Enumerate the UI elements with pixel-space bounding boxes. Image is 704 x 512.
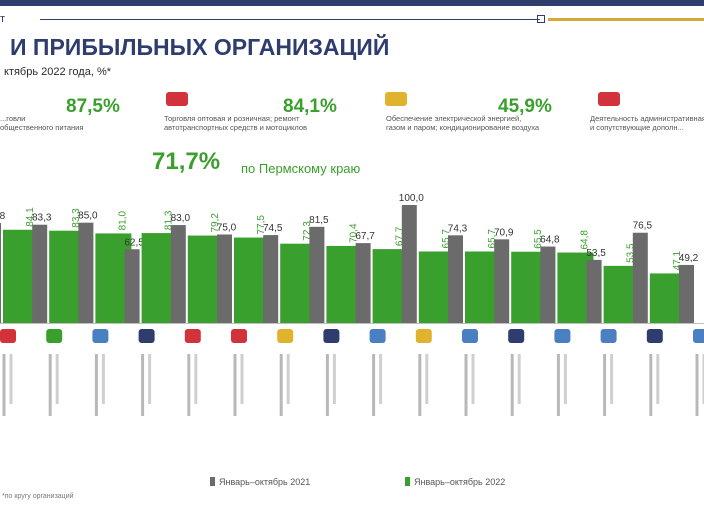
bar-2022-label: 64,8	[579, 230, 590, 250]
highlight-3-text: Обеспечение электрической энергией, газо…	[386, 114, 576, 132]
car-icon	[0, 329, 16, 343]
pickaxe-icon	[92, 329, 109, 343]
bar-2022-label: 47,1	[672, 251, 683, 271]
bar-2021	[632, 232, 648, 323]
bar-2021	[448, 235, 463, 323]
bar-2022-label: 65,5	[533, 229, 544, 249]
page-subtitle: ктябрь 2022 года, %*	[4, 66, 112, 78]
bar-2021-label: 85,0	[78, 211, 98, 222]
bulb-icon	[385, 92, 407, 106]
highlight-1-text-line2: общественного питания	[0, 123, 84, 132]
highlight-4-text: Деятельность административная и сопутств…	[590, 114, 704, 132]
bar-2021-label: 64,8	[540, 235, 560, 246]
legend-item-2022: Январь–октябрь 2022	[405, 477, 505, 487]
legend-label-2021: Январь–октябрь 2021	[219, 477, 311, 487]
legend-item-2021: Январь–октябрь 2021	[210, 477, 310, 487]
bar-2021	[0, 222, 1, 323]
bar-2022-label: 79,2	[210, 213, 221, 233]
bar-2021-label: 75,0	[217, 223, 237, 234]
bar-2021	[355, 243, 371, 323]
highlight-2-text: Торговля оптовая и розничная; ремонт авт…	[164, 114, 354, 132]
highlight-3-text-line2: газом и паром; кондиционирование воздуха	[386, 123, 540, 132]
bar-2021-label: 70,9	[494, 227, 514, 238]
bar-2021-label: 100,0	[399, 193, 424, 204]
top-bar	[0, 0, 704, 6]
bar-2021	[401, 205, 417, 323]
clock-icon	[323, 329, 340, 343]
header-rule-marker	[537, 15, 545, 23]
graduation-icon	[508, 329, 525, 343]
paint-icon	[369, 329, 386, 343]
factory-icon	[231, 329, 247, 343]
bar-2022-label: 72,3	[302, 221, 313, 241]
bar-2021	[309, 226, 325, 323]
water-tap-icon	[600, 329, 617, 343]
highlight-1-value: 87,5%	[66, 96, 120, 117]
misc-icon	[693, 329, 704, 343]
bar-2022-label: 67,7	[395, 226, 406, 246]
highlight-2-value: 84,1%	[283, 96, 337, 117]
highlight-1-text-line1: ...говли	[0, 114, 26, 123]
bar-2022-label: 65,7	[487, 229, 498, 249]
bar-2021-label: 84,8	[0, 211, 6, 222]
bar-2022-label: 81,3	[164, 210, 175, 230]
bar-2022-label: 70,4	[348, 223, 359, 243]
bar-2021-label: 74,3	[448, 223, 468, 234]
highlight-1-text: ...говли общественного питания	[0, 114, 150, 132]
footnote: *по кругу организаций	[2, 493, 74, 500]
truck-icon	[554, 329, 571, 343]
bar-2021	[32, 224, 48, 323]
money-icon	[46, 329, 63, 343]
bar-2021	[170, 225, 186, 323]
bar-2021-label: 49,2	[679, 253, 699, 264]
bar-2021	[540, 246, 556, 323]
microscope-icon	[462, 329, 478, 343]
average-label: по Пермскому краю	[241, 161, 361, 176]
section-label: т	[0, 13, 6, 25]
bar-2021-label: 83,0	[171, 213, 191, 224]
car-icon	[166, 92, 188, 106]
bar-2021-label: 62,5	[124, 237, 144, 248]
highlight-2-text-line1: Торговля оптовая и розничная; ремонт	[164, 114, 300, 123]
bar-2021-label: 67,7	[355, 231, 375, 242]
bar-2021	[586, 259, 602, 323]
bar-2021	[263, 235, 279, 323]
average-value: 71,7%	[152, 148, 221, 175]
house-icon	[277, 329, 294, 343]
bar-2022-label: 83,3	[71, 208, 82, 228]
building-icon	[646, 329, 663, 343]
highlight-4-text-line1: Деятельность административная	[590, 114, 704, 123]
bar-2021-label: 74,5	[263, 223, 283, 234]
page-title: И ПРИБЫЛЬНЫХ ОРГАНИЗАЦИЙ	[10, 34, 390, 60]
bar-2022-label: 81,0	[117, 211, 128, 231]
bar-2021	[679, 264, 694, 323]
bar-2021	[217, 234, 232, 323]
bar-2022-label: 77,5	[256, 215, 267, 235]
office-icon	[598, 92, 620, 106]
highlight-3-text-line1: Обеспечение электрической энергией,	[386, 114, 522, 123]
highlight-4-text-line2: и сопутствующие дополн...	[590, 123, 684, 132]
tools-icon	[184, 329, 201, 343]
bar-2021	[124, 249, 140, 323]
legend-swatch-2021	[210, 477, 215, 486]
header-accent-rule	[548, 18, 704, 21]
highlight-2-text-line2: автотранспортных средств и мотоциклов	[164, 123, 308, 132]
bar-2022-label: 65,7	[441, 229, 452, 249]
doctor-icon	[138, 329, 155, 343]
header-rule	[40, 19, 540, 20]
bar-2021-label: 76,5	[633, 221, 653, 232]
bar-2021	[494, 239, 510, 323]
legend-swatch-2022	[405, 477, 410, 486]
music-icon	[415, 329, 432, 343]
bar-2021-label: 81,5	[309, 215, 329, 226]
bar-2022-label: 84,1	[25, 207, 36, 227]
bar-2021	[78, 222, 94, 323]
bar-2022-label: 53,5	[626, 243, 637, 263]
bar-2021-label: 53,5	[586, 248, 606, 259]
highlight-3-value: 45,9%	[498, 96, 552, 117]
legend-label-2022: Январь–октябрь 2022	[414, 477, 506, 487]
bar-2021-label: 83,3	[32, 213, 52, 224]
